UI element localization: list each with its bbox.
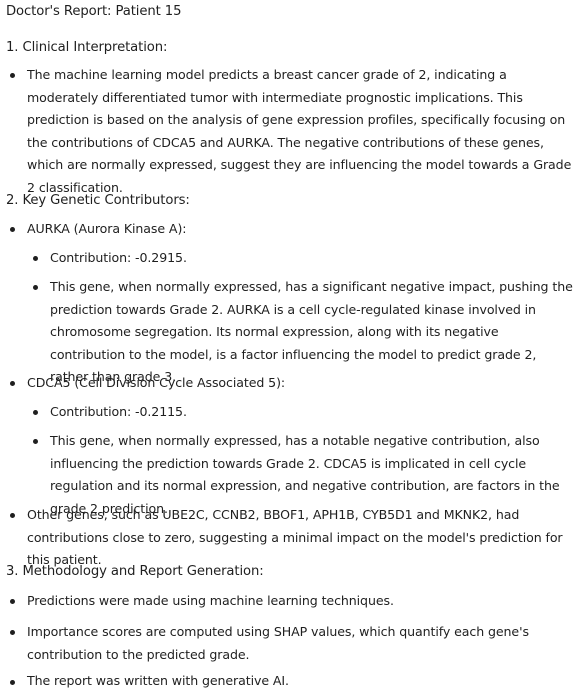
bullet-icon [10,599,15,604]
section-heading-methodology: 3. Methodology and Report Generation: [6,564,264,579]
gene-description-cdca5: This gene, when normally expressed, has … [50,433,560,516]
methodology-item: Predictions were made using machine lear… [27,593,394,608]
bullet-icon [10,513,15,518]
gene-contribution-cdca5: Contribution: -0.2115. [50,404,187,419]
bullet-icon [10,381,15,386]
report-title: Doctor's Report: Patient 15 [6,4,182,19]
methodology-item: Importance scores are computed using SHA… [27,624,529,662]
interpretation-text: The machine learning model predicts a br… [27,67,572,195]
bullet-icon [10,680,15,685]
gene-description-aurka: This gene, when normally expressed, has … [50,279,573,384]
bullet-icon [33,256,38,261]
bullet-icon [10,630,15,635]
gene-name-cdca5: CDCA5 (Cell Division Cycle Associated 5)… [27,375,286,390]
bullet-icon [33,285,38,290]
bullet-icon [10,227,15,232]
bullet-icon [10,73,15,78]
bullet-icon [33,439,38,444]
section-heading-contributors: 2. Key Genetic Contributors: [6,193,190,208]
bullet-icon [33,410,38,415]
gene-name-aurka: AURKA (Aurora Kinase A): [27,221,187,236]
other-genes-text: Other genes, such as UBE2C, CCNB2, BBOF1… [27,507,563,567]
methodology-item: The report was written with generative A… [27,673,289,688]
section-heading-interpretation: 1. Clinical Interpretation: [6,40,168,55]
gene-contribution-aurka: Contribution: -0.2915. [50,250,187,265]
